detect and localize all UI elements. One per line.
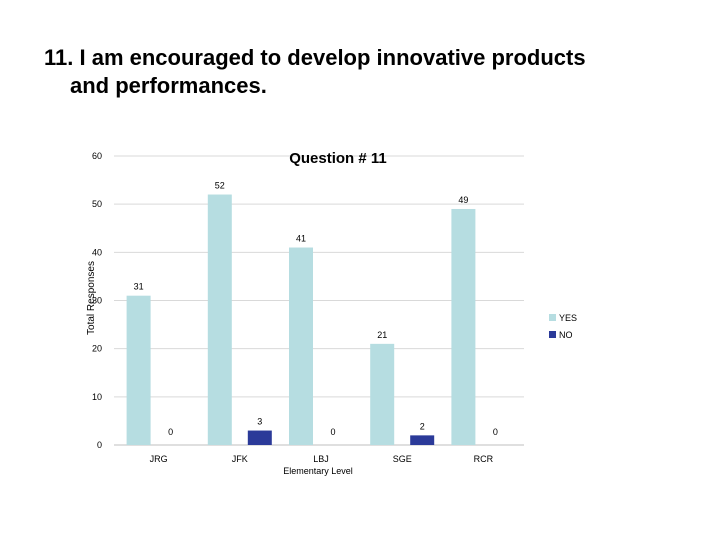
data-label: 52	[215, 181, 225, 191]
y-tick-label: 10	[92, 392, 102, 402]
x-tick-label: RCR	[474, 454, 494, 464]
x-tick-label: LBJ	[313, 454, 329, 464]
bar-no-sge	[410, 435, 435, 445]
data-label: 0	[493, 427, 498, 437]
y-tick-label: 40	[92, 247, 102, 257]
bar-yes-lbj	[289, 247, 313, 445]
legend: YES NO	[549, 313, 577, 340]
chart-title: Question # 11	[289, 150, 387, 167]
slide-title-line-2: and performances.	[70, 73, 267, 98]
data-label: 31	[134, 282, 144, 292]
legend-label-yes: YES	[559, 313, 577, 323]
bar-yes-rcr	[451, 208, 476, 445]
legend-swatch-yes	[549, 314, 556, 321]
y-tick-label: 60	[92, 151, 102, 161]
slide-title: 11. I am encouraged to develop innovativ…	[44, 44, 684, 100]
data-label: 49	[458, 195, 468, 205]
x-axis-label: Elementary Level	[283, 466, 353, 476]
bar-no-jfk	[247, 430, 272, 445]
x-tick-label: SGE	[393, 454, 412, 464]
data-label: 0	[330, 427, 335, 437]
bar-yes-jrg	[126, 295, 151, 445]
data-label: 0	[168, 427, 173, 437]
data-label: 21	[377, 330, 387, 340]
legend-label-no: NO	[559, 330, 573, 340]
y-axis-label: Total Responses	[86, 261, 97, 335]
y-tick-label: 50	[92, 199, 102, 209]
y-tick-label: 30	[92, 296, 102, 306]
y-tick-label: 20	[92, 344, 102, 354]
bar-yes-jfk	[207, 194, 232, 445]
legend-swatch-no	[549, 331, 556, 338]
bar-yes-sge	[370, 343, 395, 445]
data-label: 3	[257, 417, 262, 427]
bars	[126, 194, 476, 445]
data-labels: 31 0 52 3 41 0 21 2 49 0	[134, 181, 498, 437]
y-tick-label: 0	[97, 440, 102, 450]
data-label: 41	[296, 234, 306, 244]
x-tick-label: JFK	[232, 454, 248, 464]
x-tick-label: JRG	[150, 454, 168, 464]
data-label: 2	[420, 421, 425, 431]
slide-title-line-1: 11. I am encouraged to develop innovativ…	[44, 45, 586, 70]
